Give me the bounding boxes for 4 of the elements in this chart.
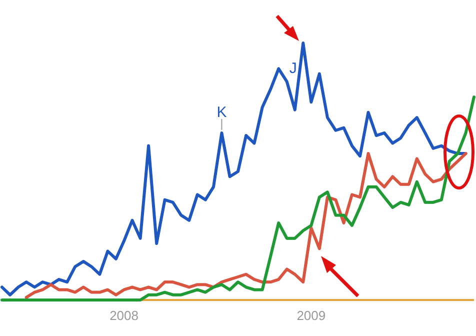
x-tick-label: 2008	[110, 308, 138, 323]
x-tick-label: 2009	[296, 308, 326, 323]
annotation: J	[289, 60, 297, 77]
annotation: K	[216, 104, 227, 121]
